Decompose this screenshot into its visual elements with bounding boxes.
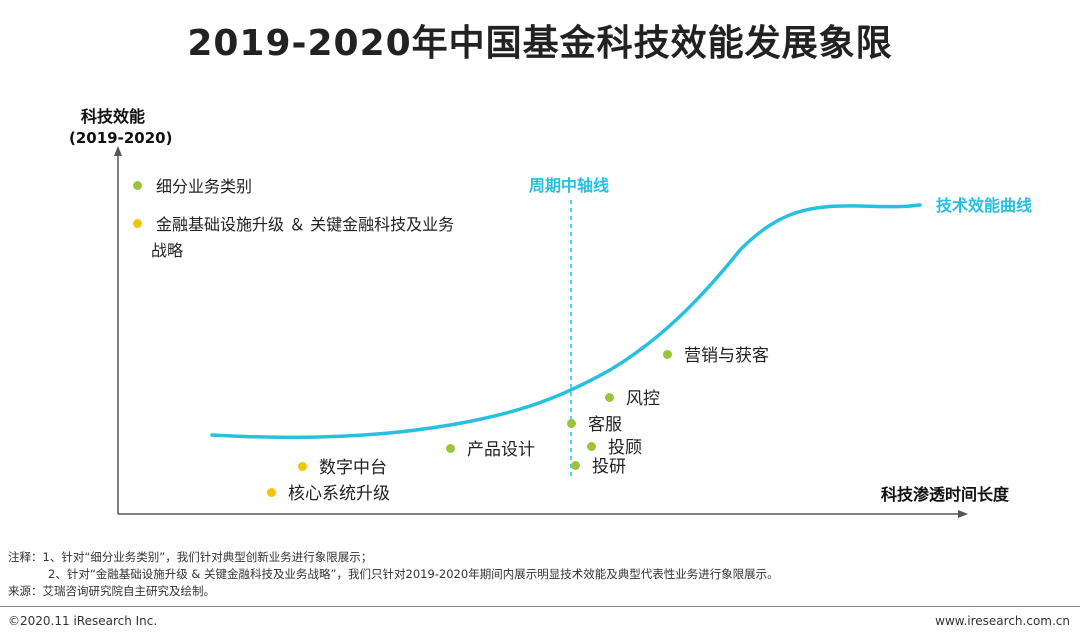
green-dot-icon [663, 349, 672, 359]
green-dot-icon [446, 443, 455, 453]
point-core-system-upgrade: 核心系统升级 [267, 479, 390, 504]
legend-label-line2: 战略 [151, 241, 184, 260]
point-product-design: 产品设计 [446, 435, 535, 460]
point-marketing: 营销与获客 [663, 341, 769, 366]
midline-label: 周期中轴线 [529, 176, 610, 195]
yellow-dot-icon [298, 461, 307, 471]
y-axis-arrow [114, 146, 122, 156]
point-digital-middle-office: 数字中台 [298, 453, 387, 478]
point-risk-control: 风控 [605, 384, 660, 409]
point-research: 投研 [571, 452, 626, 477]
website-link[interactable]: www.iresearch.com.cn [935, 614, 1070, 628]
green-dot-icon [587, 441, 596, 451]
green-dot-icon [567, 418, 576, 428]
page-title: 2019-2020年中国基金科技效能发展象限 [187, 23, 893, 64]
x-axis-label: 科技渗透时间长度 [881, 485, 1010, 504]
legend-label: 细分业务类别 [156, 177, 253, 196]
source-line: 来源：艾瑞咨询研究院自主研究及绘制。 [8, 584, 215, 598]
footer-divider [0, 606, 1080, 607]
note-line: 2、针对“金融基础设施升级 & 关键金融科技及业务战略”，我们只针对2019-2… [48, 567, 779, 581]
yellow-dot-icon [133, 219, 142, 228]
green-dot-icon [605, 392, 614, 402]
point-advisory: 投顾 [587, 433, 642, 458]
y-axis-sublabel: (2019-2020) [69, 129, 173, 147]
point-customer-service: 客服 [567, 410, 622, 435]
legend-label: 金融基础设施升级 ＆ 关键金融科技及业务 [156, 215, 455, 234]
copyright: ©2020.11 iResearch Inc. [8, 614, 158, 628]
notes: 注释：1、针对“细分业务类别”，我们针对典型创新业务进行象限展示； 2、针对“金… [8, 549, 779, 600]
yellow-dot-icon [267, 487, 276, 497]
efficiency-curve [210, 203, 922, 440]
x-axis-arrow [958, 510, 968, 518]
green-dot-icon [571, 460, 580, 470]
green-dot-icon [133, 181, 142, 190]
legend-item-green: 细分业务类别 [133, 174, 252, 200]
legend-item-yellow: 金融基础设施升级 ＆ 关键金融科技及业务 战略 [133, 212, 513, 264]
y-axis-label: 科技效能 [81, 107, 146, 126]
curve-label: 技术效能曲线 [936, 196, 1033, 215]
note-line: 注释：1、针对“细分业务类别”，我们针对典型创新业务进行象限展示； [8, 550, 373, 564]
